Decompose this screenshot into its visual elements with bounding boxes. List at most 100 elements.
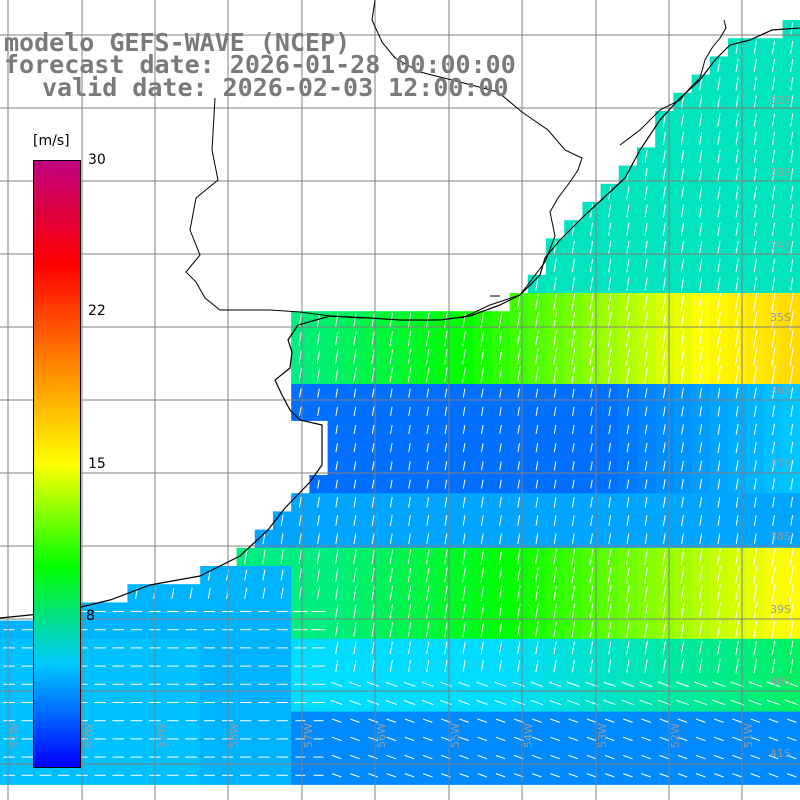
- wind-arrow: [389, 533, 393, 545]
- wind-arrow: [590, 515, 593, 526]
- wind-arrow: [699, 240, 703, 255]
- wind-arrow: [425, 622, 430, 638]
- wind-arrow: [572, 388, 575, 398]
- wind-arrow: [680, 222, 685, 236]
- wind-arrow: [623, 736, 633, 742]
- wind-arrow: [444, 406, 448, 416]
- wind-arrow: [790, 387, 794, 399]
- wind-arrow: [535, 549, 539, 565]
- wind-arrow: [625, 348, 630, 366]
- wind-arrow: [735, 277, 739, 291]
- lat-label-34s: 34S: [770, 239, 791, 252]
- wind-arrow: [572, 443, 575, 453]
- wind-arrow: [517, 388, 520, 398]
- wind-arrow: [548, 699, 562, 706]
- wind-arrow: [753, 58, 757, 73]
- wind-arrow: [553, 348, 557, 365]
- wind-arrow: [626, 641, 630, 655]
- wind-arrow: [517, 443, 520, 453]
- wind-arrow: [353, 641, 357, 655]
- wind-arrow: [644, 149, 648, 164]
- wind-arrow: [735, 460, 739, 472]
- wind-arrow: [626, 548, 630, 566]
- wind-arrow: [735, 95, 739, 109]
- wind-arrow: [553, 603, 557, 620]
- wind-arrow: [771, 292, 776, 312]
- wind-arrow: [771, 149, 776, 164]
- wind-arrow: [589, 585, 594, 602]
- wind-arrow: [386, 773, 397, 778]
- wind-arrow: [589, 311, 594, 329]
- wind-arrow: [390, 479, 393, 489]
- wind-arrow: [589, 366, 594, 384]
- wind-arrow: [571, 259, 575, 273]
- wind-arrow: [498, 641, 503, 655]
- wind-arrow: [498, 366, 503, 383]
- wind-arrow: [753, 496, 757, 508]
- wind-arrow: [317, 515, 320, 526]
- wind-arrow: [553, 641, 557, 655]
- wind-arrow: [621, 681, 635, 688]
- wind-arrow: [626, 277, 630, 291]
- wind-arrow: [407, 659, 412, 673]
- wind-arrow: [335, 479, 338, 489]
- wind-arrow: [608, 406, 611, 416]
- wind-arrow: [550, 754, 560, 760]
- wind-arrow: [348, 681, 361, 687]
- wind-arrow: [789, 602, 794, 621]
- wind-arrow: [571, 533, 575, 545]
- wind-arrow: [389, 367, 394, 383]
- wind-arrow: [568, 736, 579, 742]
- wind-arrow: [390, 461, 393, 471]
- wind-arrow: [477, 754, 488, 760]
- wind-arrow: [426, 479, 429, 489]
- wind-arrow: [735, 405, 739, 417]
- wind-arrow: [462, 348, 466, 365]
- wind-arrow: [680, 259, 685, 273]
- wind-arrow: [499, 461, 502, 471]
- wind-arrow: [498, 603, 503, 620]
- wind-arrow: [717, 641, 721, 655]
- wind-arrow: [408, 461, 411, 471]
- wind-arrow: [698, 365, 703, 384]
- wind-arrow: [644, 659, 648, 673]
- wind-arrow: [680, 584, 685, 602]
- wind-arrow: [516, 603, 521, 620]
- wind-arrow: [699, 259, 703, 273]
- wind-arrow: [535, 641, 539, 655]
- lat-label-33s: 33S: [770, 166, 791, 179]
- wind-arrow: [444, 659, 448, 673]
- wind-arrow: [590, 388, 593, 398]
- wind-arrow: [590, 461, 593, 471]
- wind-arrow: [407, 549, 412, 565]
- wind-arrow: [553, 515, 557, 526]
- wind-arrow: [298, 367, 302, 382]
- wind-arrow: [422, 754, 433, 760]
- wind-arrow: [353, 424, 357, 435]
- wind-arrow: [735, 113, 739, 127]
- wind-arrow: [371, 567, 375, 583]
- wind-arrow: [407, 567, 412, 583]
- lat-label-38s: 38S: [770, 530, 791, 543]
- wind-arrow: [368, 773, 378, 778]
- wind-arrow: [389, 567, 394, 583]
- wind-arrow: [768, 773, 779, 778]
- wind-arrow: [403, 699, 416, 706]
- wind-arrow: [480, 603, 485, 620]
- wind-arrow: [571, 293, 576, 311]
- wind-arrow: [444, 443, 448, 453]
- wind-arrow: [353, 461, 357, 471]
- wind-arrow: [462, 603, 466, 620]
- wind-arrow: [553, 567, 557, 584]
- wind-arrow: [680, 366, 685, 384]
- wind-arrow: [462, 496, 466, 508]
- wind-arrow: [298, 549, 302, 564]
- wind-arrow: [681, 424, 684, 435]
- wind-arrow: [641, 736, 651, 742]
- wind-arrow: [389, 604, 394, 619]
- model-title: modelo GEFS-WAVE (NCEP): [4, 28, 351, 57]
- wind-arrow: [625, 311, 630, 329]
- wind-arrow: [171, 587, 175, 599]
- wind-arrow: [386, 736, 397, 742]
- wind-arrow: [698, 347, 703, 366]
